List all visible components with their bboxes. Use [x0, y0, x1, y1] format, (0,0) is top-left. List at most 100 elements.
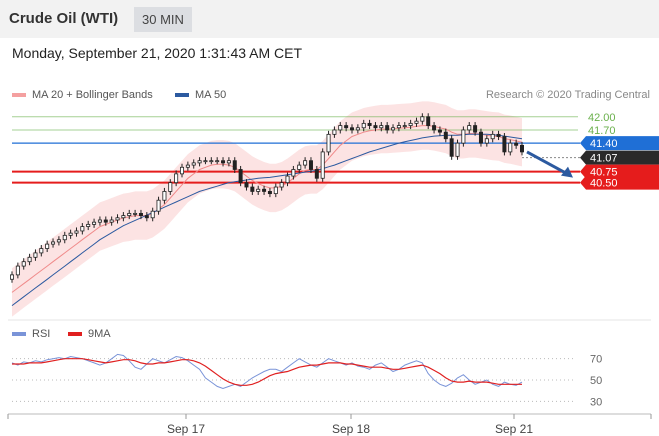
candle-body-10: [68, 232, 73, 236]
candle-body-82: [490, 133, 495, 140]
x-tick-label-0: Sep 17: [167, 422, 205, 436]
title-bar: [0, 0, 659, 38]
candle-body-16: [103, 219, 108, 223]
candle-body-46: [279, 182, 284, 188]
forecast-arrow-head: [561, 166, 573, 178]
level-tag-2: [580, 136, 659, 151]
candle-body-47: [285, 175, 290, 184]
candle-body-8: [56, 239, 61, 243]
candle-body-53: [320, 151, 325, 179]
candle-body-31: [191, 162, 196, 166]
candle-body-59: [355, 127, 360, 131]
credit-text: Research © 2020 Trading Central: [485, 89, 650, 101]
candle-body-45: [273, 186, 278, 195]
candle-body-43: [262, 188, 267, 192]
legend-ma50-swatch: [175, 93, 189, 97]
candle-body-58: [349, 127, 354, 131]
rsi-series-9MA: [12, 358, 522, 386]
candle-body-34: [209, 160, 214, 163]
candle-body-61: [367, 122, 372, 126]
candle-body-49: [297, 164, 302, 170]
candle-body-75: [449, 138, 454, 157]
candle-body-74: [443, 131, 448, 140]
candle-body-50: [303, 160, 308, 166]
candle-body-26: [162, 191, 167, 201]
candle-body-73: [437, 129, 442, 133]
candle-body-9: [62, 234, 67, 241]
ma20-line: [11, 125, 523, 293]
level-tag-4: [580, 164, 659, 179]
candle-body-57: [344, 125, 349, 129]
candle-body-81: [484, 138, 489, 144]
candle-body-70: [420, 116, 425, 122]
candle-body-20: [127, 212, 132, 216]
candle-body-63: [379, 125, 384, 129]
target-label-0: 42.00: [588, 112, 616, 124]
date-text: Monday, September 21, 2020 1:31:43 AM CE…: [12, 45, 303, 61]
timeframe-badge[interactable]: 30 MIN: [134, 7, 192, 32]
target-label-1: 41.70: [588, 125, 616, 137]
candle-body-54: [326, 133, 331, 153]
candle-body-23: [144, 215, 149, 219]
candle-body-55: [332, 129, 337, 135]
candle-body-24: [150, 210, 155, 219]
level-tag-3: [580, 150, 659, 165]
candle-body-77: [461, 129, 466, 144]
candle-body-36: [221, 160, 226, 164]
candle-body-87: [520, 144, 525, 153]
candle-body-30: [185, 164, 190, 168]
candle-body-44: [267, 191, 272, 195]
candle-body-2: [21, 261, 26, 267]
forecast-arrow-shaft: [526, 150, 568, 175]
candle-body-25: [156, 199, 161, 212]
legend-rsi-label: RSI: [32, 328, 51, 340]
candle-body-15: [97, 219, 102, 223]
candle-body-21: [133, 212, 138, 215]
instrument-title: Crude Oil (WTI): [9, 10, 119, 27]
candle-body-12: [80, 226, 85, 232]
legend-9ma-label: 9MA: [88, 328, 111, 340]
candle-body-41: [250, 186, 255, 192]
candle-body-19: [121, 215, 126, 219]
legend-rsi-swatch: [12, 332, 26, 336]
candle-body-60: [361, 122, 366, 129]
candle-body-17: [109, 219, 114, 223]
candle-body-52: [314, 169, 319, 179]
rsi-tick-1: 50: [590, 375, 602, 387]
candle-body-29: [179, 166, 184, 175]
candle-body-13: [86, 223, 91, 227]
rsi-series-RSI: [11, 353, 523, 390]
candle-body-62: [373, 125, 378, 129]
candle-body-14: [92, 221, 97, 225]
candle-body-56: [338, 125, 343, 131]
candle-body-0: [9, 274, 14, 280]
candle-body-6: [45, 243, 50, 249]
candle-body-68: [408, 122, 413, 126]
candle-body-79: [473, 125, 478, 133]
x-tick-label-2: Sep 21: [495, 422, 533, 436]
rsi-tick-0: 70: [590, 354, 602, 366]
candle-body-69: [414, 120, 419, 124]
ma50-line: [11, 133, 523, 307]
candle-body-84: [502, 136, 507, 153]
candle-body-7: [51, 241, 56, 245]
candle-body-80: [478, 131, 483, 144]
candle-body-67: [402, 125, 407, 127]
legend-rsi: RSI: [12, 328, 50, 340]
candle-body-35: [215, 160, 220, 163]
candle-body-27: [168, 182, 173, 192]
candle-body-48: [291, 169, 296, 177]
legend-9ma-swatch: [68, 332, 82, 336]
candle-body-32: [197, 160, 202, 164]
candle-body-5: [39, 248, 44, 254]
candle-body-39: [238, 169, 243, 184]
candle-body-65: [391, 127, 396, 131]
legend-ma20: MA 20 + Bollinger Bands: [12, 89, 153, 101]
candle-body-18: [115, 217, 120, 221]
candle-body-11: [74, 230, 79, 234]
candle-body-85: [508, 142, 513, 153]
candle-body-83: [496, 133, 501, 137]
legend-ma20-swatch: [12, 93, 26, 97]
level-tag-5: [580, 175, 659, 190]
